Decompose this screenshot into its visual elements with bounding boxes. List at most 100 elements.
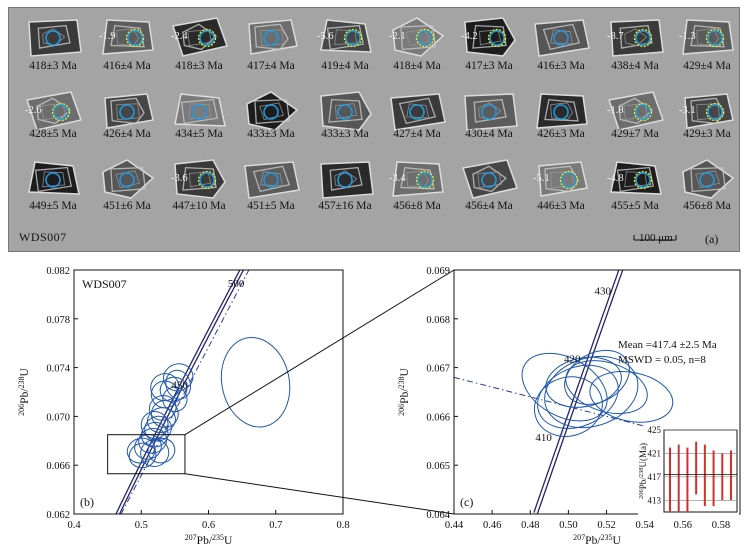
zircon-grain-image (102, 19, 154, 55)
grain-body (538, 161, 588, 197)
upb-spot (707, 30, 723, 46)
zircon-grain: -3.4 (387, 158, 447, 202)
zircon-grain (97, 90, 157, 134)
mswd-label: MSWD = 0.05, n=8 (618, 354, 706, 366)
epsilon-hf-label: -4.8 (607, 173, 624, 184)
x-tick-label: 0.54 (635, 520, 654, 531)
grain-zoning (182, 166, 217, 191)
zircon-grain: -4.8 (605, 158, 665, 202)
zircon-grain: -8.7 (605, 16, 665, 60)
grain-zoning (398, 97, 437, 125)
error-ellipse (148, 395, 177, 421)
x-tick-label: 0.46 (483, 520, 501, 531)
zircon-grain-image (28, 19, 82, 57)
weighted-mean-label: Mean =417.4 ±2.5 Ma (618, 339, 717, 351)
x-tick-label: 0.58 (712, 520, 730, 531)
upb-spot (707, 104, 723, 120)
hf-spot (487, 28, 507, 48)
upb-spot (561, 172, 577, 188)
zircon-grain: -1.3 (677, 16, 737, 60)
panel-tag: (c) (460, 495, 473, 509)
grain-zoning (690, 166, 727, 193)
zircon-grain: -1.8 (605, 90, 665, 134)
grain-body (682, 159, 735, 199)
grain-body (464, 93, 518, 131)
zircon-grain-image (610, 19, 664, 57)
x-tick-label: 0.5 (135, 520, 148, 531)
x-tick-label: 0.52 (597, 520, 615, 531)
sample-label: WDS007 (82, 277, 127, 291)
epsilon-hf-label: -3.4 (389, 173, 406, 184)
zircon-grain-image (610, 161, 662, 195)
y-tick-label: 0.066 (46, 461, 70, 472)
hf-spot (415, 170, 435, 190)
grain-zoning (259, 102, 285, 121)
grain-age-label: 419±4 Ma (321, 60, 369, 72)
grain-body (320, 91, 372, 131)
inset-tick-label: 413 (648, 495, 662, 505)
grain-zoning (188, 103, 212, 120)
error-ellipse (138, 427, 168, 454)
zircon-grain-image (682, 19, 734, 55)
hf-spot (559, 170, 579, 190)
grain-zoning (180, 98, 219, 125)
hf-spot (197, 28, 217, 48)
panel-a-tag: (a) (705, 232, 719, 246)
error-ellipse (564, 349, 630, 405)
error-ellipse (537, 364, 619, 429)
concordia-band-inner (534, 270, 623, 514)
hf-spot (51, 102, 71, 122)
x-tick-label: 0.44 (445, 520, 464, 531)
zircon-grain-image (244, 161, 300, 199)
grain-zoning (260, 171, 284, 187)
grain-zoning (116, 103, 141, 121)
y-tick-label: 0.067 (426, 364, 450, 375)
zircon-grain-image (28, 161, 80, 195)
error-ellipse (521, 352, 608, 422)
zircon-grain (23, 16, 83, 60)
grain-age-label: 457±16 Ma (318, 200, 372, 212)
zircon-grain-image (102, 159, 155, 199)
grain-zoning (34, 166, 73, 193)
x-tick-label: 0.56 (674, 520, 692, 531)
grain-zoning (479, 29, 502, 46)
zircon-grain-image (684, 93, 734, 129)
concordia-band (533, 270, 624, 514)
hf-spot (125, 28, 145, 48)
y-tick-label: 0.070 (46, 412, 70, 423)
grain-age-label: 433±3 Ma (321, 128, 369, 140)
concordia-age-label: 430 (594, 285, 611, 297)
grain-age-label: 417±3 Ma (465, 60, 513, 72)
scale-bar-label: 100 μm (639, 232, 673, 244)
grain-age-label: 416±3 Ma (537, 60, 585, 72)
grain-zoning (115, 170, 141, 189)
error-ellipse (220, 337, 291, 428)
epsilon-hf-label: -1.3 (679, 31, 696, 42)
upb-spot (199, 30, 215, 46)
zircon-grain-image (534, 19, 590, 57)
epsilon-hf-label: -3.6 (171, 173, 188, 184)
grain-age-label: 456±8 Ma (393, 200, 441, 212)
y-tick-label: 0.069 (426, 266, 450, 277)
grain-body (102, 159, 155, 199)
grain-zoning (542, 23, 581, 51)
grain-age-label: 429±3 Ma (683, 128, 731, 140)
zircon-grain-image (174, 93, 226, 127)
hf-spot (633, 28, 653, 48)
zircon-grain-image (390, 93, 446, 131)
epsilon-hf-label: -1.9 (99, 31, 116, 42)
hf-spot (197, 170, 217, 190)
zircon-grain-image (608, 91, 664, 131)
zircon-grain (23, 158, 83, 202)
grain-zoning (624, 28, 648, 47)
grain-age-label: 451±6 Ma (103, 200, 151, 212)
grain-zoning (189, 171, 212, 188)
inset-y-label: 206Pb/238U(Ma) (638, 443, 648, 499)
x-tick-label: 0.48 (521, 520, 539, 531)
grain-age-label: 456±8 Ma (683, 200, 731, 212)
zircon-grain: -2.6 (23, 90, 83, 134)
upb-spot (45, 30, 61, 46)
upb-spot (699, 172, 715, 188)
concordia-age-label: 410 (535, 432, 552, 444)
grain-zoning (254, 98, 291, 125)
